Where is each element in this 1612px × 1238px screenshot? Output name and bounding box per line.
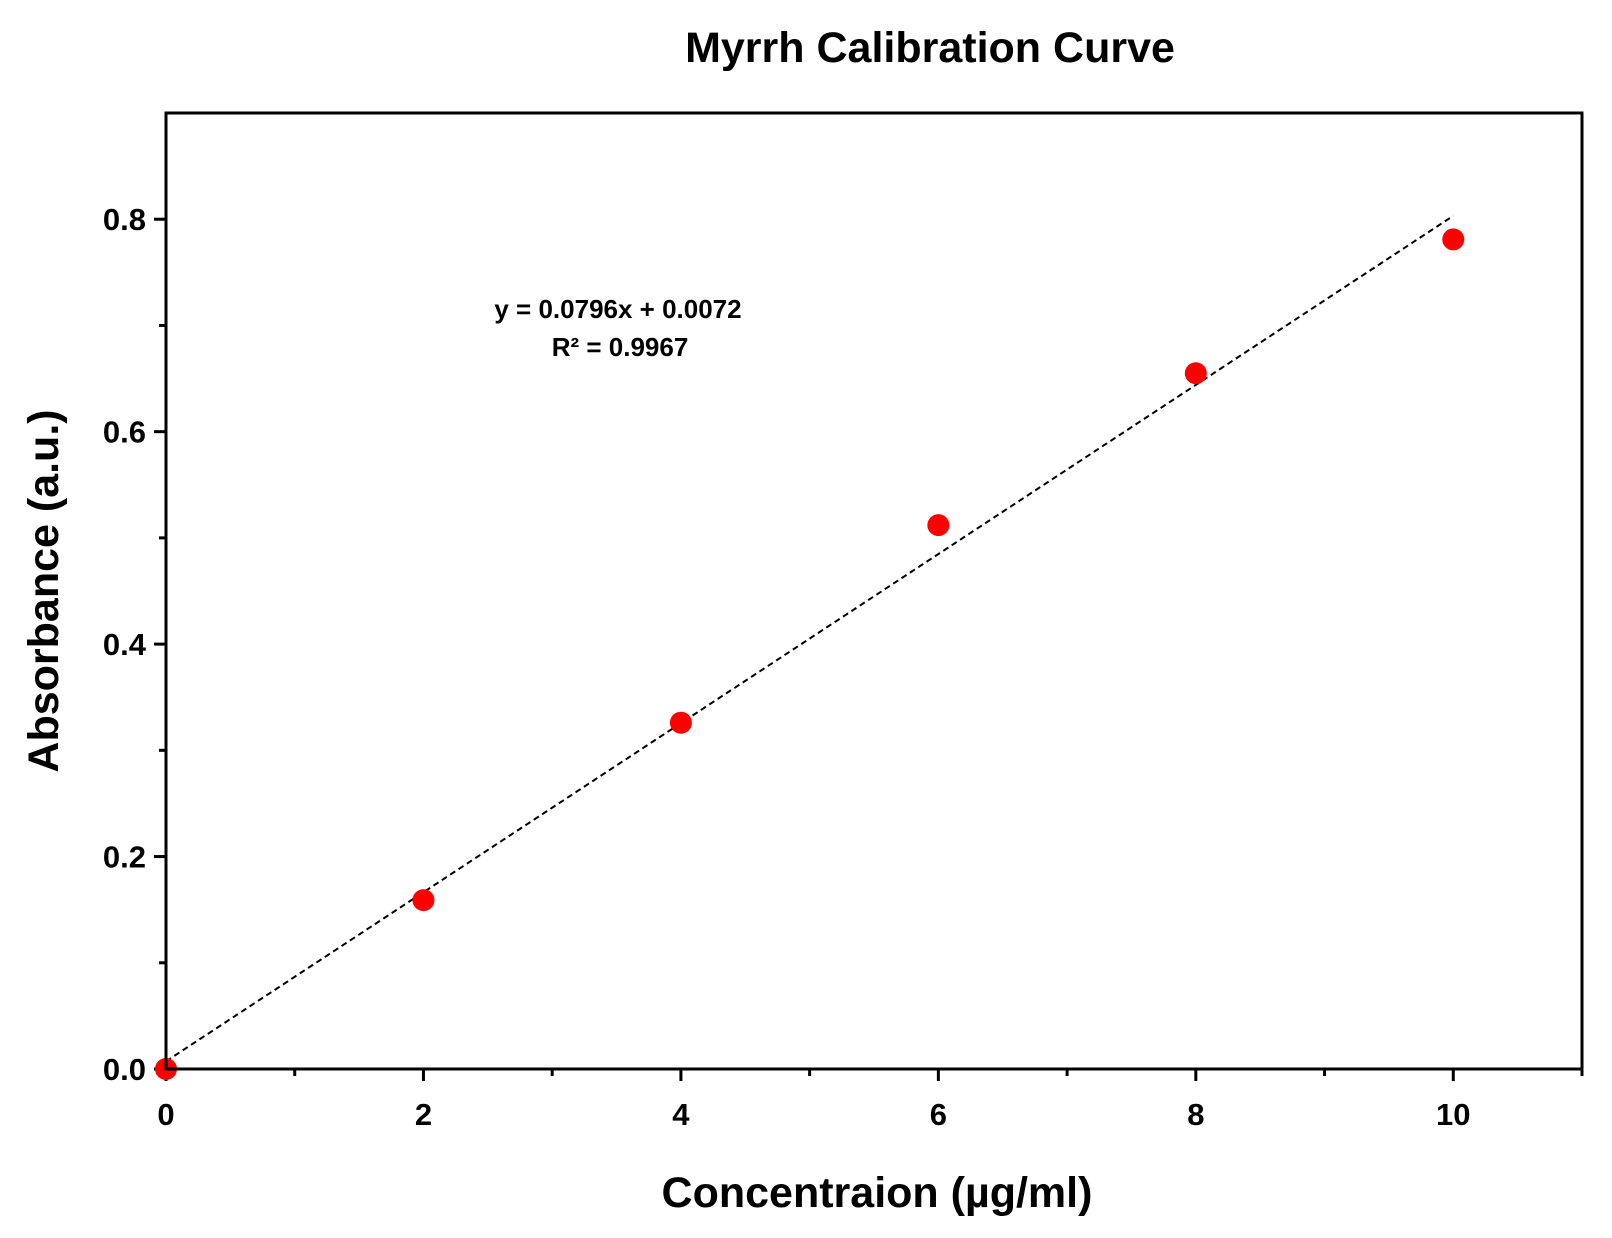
y-tick-label: 0.6 — [103, 415, 146, 450]
y-axis-label: Absorbance (a.u.) — [20, 409, 68, 772]
y-tick-label: 0.2 — [103, 840, 146, 875]
x-tick-label: 4 — [672, 1097, 690, 1132]
data-point — [1184, 362, 1207, 385]
x-axis-label: Concentraion (µg/ml) — [662, 1169, 1093, 1217]
fit-r-squared: R² = 0.9967 — [552, 332, 689, 362]
data-point — [412, 889, 435, 912]
data-point — [927, 514, 950, 537]
y-tick-label: 0.4 — [103, 627, 147, 662]
fit-equation: y = 0.0796x + 0.0072 — [494, 294, 741, 324]
x-tick-label: 2 — [415, 1097, 432, 1132]
data-point — [1442, 228, 1465, 251]
x-tick-label: 10 — [1436, 1097, 1470, 1132]
data-points — [155, 228, 1465, 1080]
chart-title: Myrrh Calibration Curve — [685, 24, 1175, 72]
y-tick-label: 0.8 — [103, 202, 146, 237]
data-point — [669, 711, 692, 734]
y-tick-label: 0.0 — [103, 1052, 146, 1087]
x-tick-label: 6 — [930, 1097, 947, 1132]
plot-frame — [164, 111, 1584, 1071]
x-tick-label: 8 — [1187, 1097, 1204, 1132]
fit-line — [165, 214, 1454, 1063]
axis-ticks — [154, 217, 1584, 1081]
x-tick-label: 0 — [157, 1097, 174, 1132]
axis-tick-labels: 0 2 4 6 8 10 0.0 0.2 0.4 0.6 0.8 — [103, 202, 1471, 1132]
